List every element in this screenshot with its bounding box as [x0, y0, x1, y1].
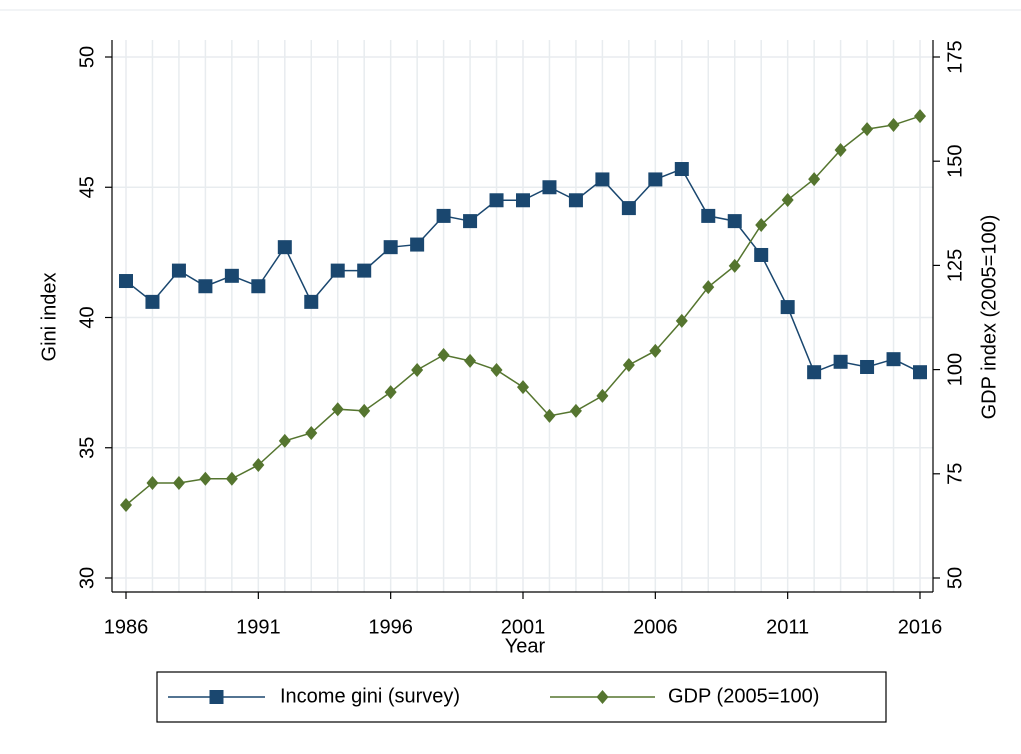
y2-tick-label: 50: [944, 567, 966, 589]
marker: [728, 258, 741, 273]
marker: [119, 274, 133, 289]
marker: [358, 403, 371, 418]
x-tick-label: 2006: [633, 616, 678, 638]
marker: [225, 471, 238, 486]
marker: [702, 280, 715, 295]
marker: [887, 117, 900, 132]
marker: [861, 122, 874, 137]
marker: [304, 294, 319, 309]
marker: [754, 247, 769, 262]
marker: [305, 425, 318, 440]
marker: [833, 354, 848, 369]
marker: [914, 109, 926, 124]
legend-label: GDP (2005=100): [668, 685, 819, 707]
marker: [171, 263, 186, 278]
marker: [384, 385, 397, 400]
marker: [251, 279, 266, 294]
y2-tick-label: 125: [944, 249, 966, 282]
y-tick-label: 30: [76, 567, 98, 589]
x-tick-label: 1996: [368, 616, 413, 638]
y-tick-label: 50: [76, 46, 98, 68]
marker: [860, 359, 875, 374]
marker: [490, 363, 503, 378]
y2-tick-label: 150: [944, 145, 966, 178]
marker: [755, 217, 768, 232]
marker: [489, 193, 504, 208]
marker: [701, 208, 716, 223]
y2-tick-label: 175: [944, 40, 966, 73]
marker: [517, 380, 529, 395]
marker: [463, 214, 478, 229]
marker: [330, 263, 345, 278]
marker: [199, 471, 212, 486]
marker: [595, 172, 610, 187]
marker: [198, 279, 213, 294]
marker: [437, 348, 450, 363]
marker: [146, 475, 159, 490]
y2-tick-label: 75: [944, 463, 966, 485]
marker: [209, 690, 224, 704]
marker: [543, 408, 556, 423]
y-tick-label: 40: [76, 306, 98, 328]
x-tick-label: 1986: [104, 616, 149, 638]
x-tick-label: 2011: [766, 616, 809, 638]
legend-box: [156, 671, 887, 723]
marker: [648, 172, 663, 187]
marker: [780, 300, 795, 315]
y2-axis-title: GDP index (2005=100): [978, 215, 1000, 420]
marker: [569, 403, 582, 418]
marker: [727, 214, 742, 229]
marker: [277, 240, 292, 255]
marker: [807, 365, 822, 380]
y-axis-title: Gini index: [38, 273, 60, 362]
y2-tick-label: 100: [944, 353, 966, 386]
marker: [252, 458, 265, 473]
marker: [542, 180, 557, 195]
marker: [886, 352, 901, 367]
marker: [781, 192, 794, 207]
marker: [674, 162, 689, 177]
marker: [913, 365, 927, 380]
x-axis-title: Year: [505, 635, 546, 657]
marker: [331, 402, 344, 417]
y-tick-label: 35: [76, 437, 98, 459]
marker: [436, 208, 451, 223]
marker: [145, 294, 160, 309]
x-tick-label: 2016: [898, 616, 943, 638]
marker: [120, 498, 132, 513]
marker: [383, 240, 398, 255]
marker: [675, 313, 688, 328]
legend-label: Income gini (survey): [280, 685, 460, 707]
marker: [834, 142, 847, 157]
marker: [357, 263, 372, 278]
marker: [278, 433, 291, 448]
marker: [808, 172, 821, 187]
marker: [410, 237, 425, 252]
marker: [621, 201, 636, 216]
x-tick-label: 1991: [236, 616, 281, 638]
marker: [172, 475, 185, 490]
marker: [596, 690, 609, 704]
y-tick-label: 45: [76, 176, 98, 198]
marker: [622, 358, 635, 373]
x-tick-label: 2001: [501, 616, 546, 638]
marker: [568, 193, 583, 208]
marker: [411, 363, 424, 378]
marker: [464, 353, 477, 368]
marker: [596, 388, 609, 403]
marker: [516, 193, 530, 208]
marker: [224, 268, 239, 283]
marker: [649, 343, 662, 358]
